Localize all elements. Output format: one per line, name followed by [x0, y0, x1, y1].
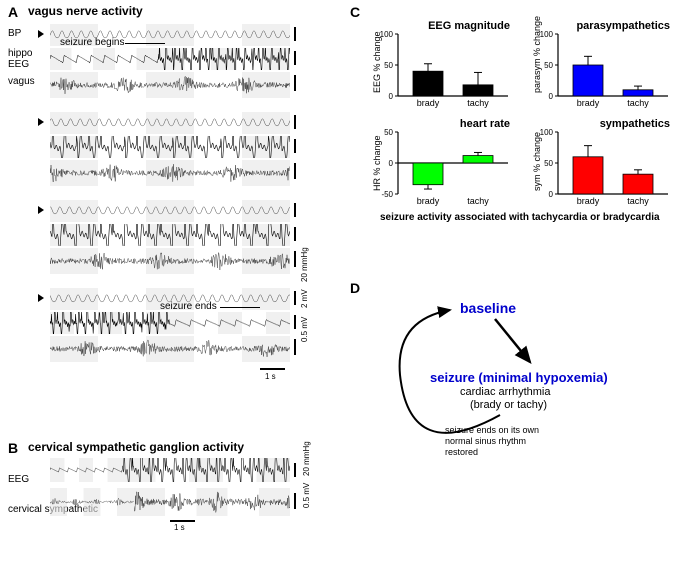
seizure-ends-label: seizure ends: [160, 301, 217, 312]
trace-eeg: [50, 48, 158, 70]
panel-b-label: B: [8, 440, 18, 456]
trace-eeg-seizure: [50, 224, 290, 246]
trace-burst: [50, 248, 290, 274]
scale-bar: [294, 115, 296, 129]
svg-text:brady: brady: [417, 98, 440, 108]
trace-eeg-seizure: [50, 312, 170, 334]
trace-burst: [50, 160, 290, 186]
vagus-label: vagus: [8, 76, 35, 87]
trace-eeg: [170, 312, 290, 334]
panel-a-title: vagus nerve activity: [28, 4, 143, 18]
svg-text:tachy: tachy: [627, 196, 649, 206]
time-scale-label: 1 s: [265, 372, 276, 381]
trace-burst: [50, 72, 290, 98]
chart-heart-rate: heart rateHR % change-50050bradytachy: [370, 116, 515, 206]
svg-text:brady: brady: [577, 98, 600, 108]
chart-parasympathetics: parasympatheticsparasym % change050100br…: [530, 18, 675, 108]
annotation-line: [125, 43, 165, 44]
eeg-label-b: EEG: [8, 474, 29, 485]
scale-bar: [294, 139, 296, 153]
svg-text:100: 100: [380, 30, 394, 39]
scale-label: 20 mmHg: [300, 247, 309, 282]
time-scale-bar: [260, 368, 285, 370]
svg-text:tachy: tachy: [467, 98, 489, 108]
svg-text:brady: brady: [417, 196, 440, 206]
annotation-line: [220, 307, 260, 308]
eeg-label: hippo EEG: [8, 48, 32, 70]
seizure-begins-label: seizure begins: [60, 37, 124, 48]
scale-bar: [294, 75, 296, 91]
scale-bar: [294, 51, 296, 65]
bp-arrowhead-icon: [38, 294, 44, 302]
bp-arrowhead-icon: [38, 206, 44, 214]
chart-sympathetics: sympatheticssym % change050100bradytachy: [530, 116, 675, 206]
svg-text:50: 50: [544, 159, 553, 168]
scale-label: 2 mV: [300, 289, 309, 308]
trace-bp: [50, 112, 290, 134]
loop-text-0: seizure ends on its own: [445, 425, 539, 435]
loop-text-2: restored: [445, 447, 478, 457]
svg-text:-50: -50: [381, 190, 393, 199]
scale-bar: [294, 291, 296, 305]
scale-label: 20 mmHg: [302, 441, 311, 476]
scale-bar: [294, 463, 296, 477]
trace-eeg: [50, 458, 122, 482]
svg-text:50: 50: [384, 61, 393, 70]
bp-arrowhead-icon: [38, 30, 44, 38]
trace-burst: [50, 336, 290, 362]
trace-eeg-seizure: [158, 48, 290, 70]
trace-bp: [50, 200, 290, 222]
panel-c-label: C: [350, 4, 360, 20]
scale-bar: [294, 339, 296, 355]
svg-text:0: 0: [389, 92, 394, 101]
trace-eeg-seizure: [50, 136, 290, 158]
trace-eeg-seizure: [122, 458, 290, 482]
scale-bar: [294, 315, 296, 329]
scale-bar: [294, 203, 296, 217]
chart-EEG-magnitude: EEG magnitudeEEG % change050100bradytach…: [370, 18, 515, 108]
scale-bar: [294, 163, 296, 179]
scale-label: 0.5 mV: [302, 483, 311, 508]
svg-text:100: 100: [540, 128, 554, 137]
scale-bar: [294, 27, 296, 41]
time-scale-label: 1 s: [174, 523, 185, 532]
svg-text:tachy: tachy: [627, 98, 649, 108]
svg-text:0: 0: [549, 92, 554, 101]
svg-text:50: 50: [544, 61, 553, 70]
time-scale-bar: [170, 520, 195, 522]
panel-a-label: A: [8, 4, 18, 20]
scale-bar: [294, 251, 296, 267]
svg-text:50: 50: [384, 128, 393, 137]
panel-c-xaxis-caption: seizure activity associated with tachyca…: [380, 212, 660, 223]
svg-text:100: 100: [540, 30, 554, 39]
loop-text-1: normal sinus rhythm: [445, 436, 526, 446]
scale-bar: [294, 493, 296, 509]
panel-d-label: D: [350, 280, 360, 296]
svg-text:tachy: tachy: [467, 196, 489, 206]
bp-label: BP: [8, 28, 21, 39]
trace-burst: [50, 488, 134, 516]
bp-arrowhead-icon: [38, 118, 44, 126]
panel-b-title: cervical sympathetic ganglion activity: [28, 440, 244, 454]
svg-text:brady: brady: [577, 196, 600, 206]
svg-text:0: 0: [389, 159, 394, 168]
trace-burst: [134, 488, 290, 516]
scale-label: 0.5 mV: [300, 317, 309, 342]
svg-text:0: 0: [549, 190, 554, 199]
scale-bar: [294, 227, 296, 241]
